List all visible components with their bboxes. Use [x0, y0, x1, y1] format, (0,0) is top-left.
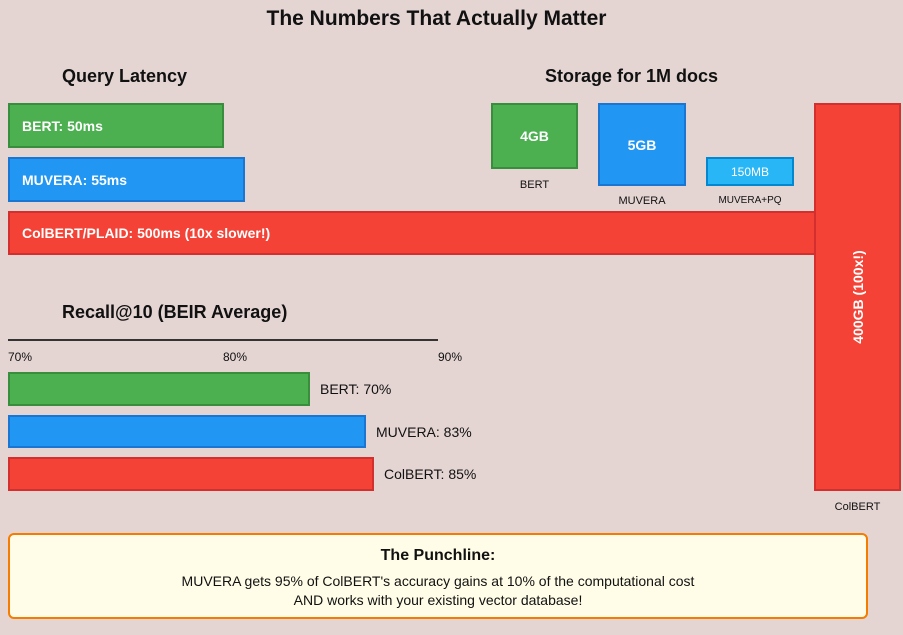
recall-label-colbert: ColBERT: 85%: [384, 466, 477, 482]
storage-label-muvera: 5GB: [627, 136, 657, 153]
punchline-line-1: MUVERA gets 95% of ColBERT's accuracy ga…: [181, 573, 695, 589]
storage-category-colbert: ColBERT: [834, 501, 881, 513]
latency-bar-colbert: ColBERT/PLAID: 500ms (10x slower!): [8, 211, 816, 255]
storage-category-bert: BERT: [519, 179, 550, 191]
storage-chart-title: Storage for 1M docs: [545, 66, 719, 86]
storage-bar-muvera-pq: 150MB: [706, 157, 794, 186]
recall-tick-70: 70%: [8, 350, 33, 364]
recall-bar-colbert: [8, 457, 374, 491]
storage-category-muvera: MUVERA: [618, 195, 666, 207]
latency-label-bert: BERT: 50ms: [22, 117, 103, 134]
latency-label-muvera: MUVERA: 55ms: [22, 171, 128, 188]
recall-tick-90: 90%: [438, 350, 463, 364]
recall-tick-80: 80%: [223, 350, 248, 364]
storage-bar-bert: 4GB: [491, 103, 578, 169]
recall-axis-line: [8, 339, 438, 341]
latency-bar-bert: BERT: 50ms: [8, 103, 224, 148]
latency-chart-title: Query Latency: [62, 66, 188, 86]
latency-bar-muvera: MUVERA: 55ms: [8, 157, 245, 202]
punchline-title: The Punchline:: [380, 547, 496, 564]
recall-bar-bert: [8, 372, 310, 406]
recall-bar-muvera: [8, 415, 366, 448]
recall-label-bert: BERT: 70%: [320, 381, 392, 397]
recall-chart-title: Recall@10 (BEIR Average): [62, 302, 288, 322]
storage-label-muvera-pq: 150MB: [730, 164, 770, 179]
page-title: The Numbers That Actually Matter: [266, 7, 607, 30]
recall-label-muvera: MUVERA: 83%: [376, 424, 472, 440]
storage-category-muvera-pq: MUVERA+PQ: [718, 195, 782, 206]
punchline-line-2: AND works with your existing vector data…: [293, 592, 583, 608]
punchline-box: The Punchline: MUVERA gets 95% of ColBER…: [8, 533, 868, 619]
storage-label-colbert: 400GB (100x!): [849, 250, 866, 344]
storage-label-bert: 4GB: [520, 128, 549, 144]
storage-bar-muvera: 5GB: [598, 103, 686, 186]
storage-bar-colbert: 400GB (100x!): [814, 103, 901, 491]
latency-label-colbert: ColBERT/PLAID: 500ms (10x slower!): [22, 225, 271, 241]
